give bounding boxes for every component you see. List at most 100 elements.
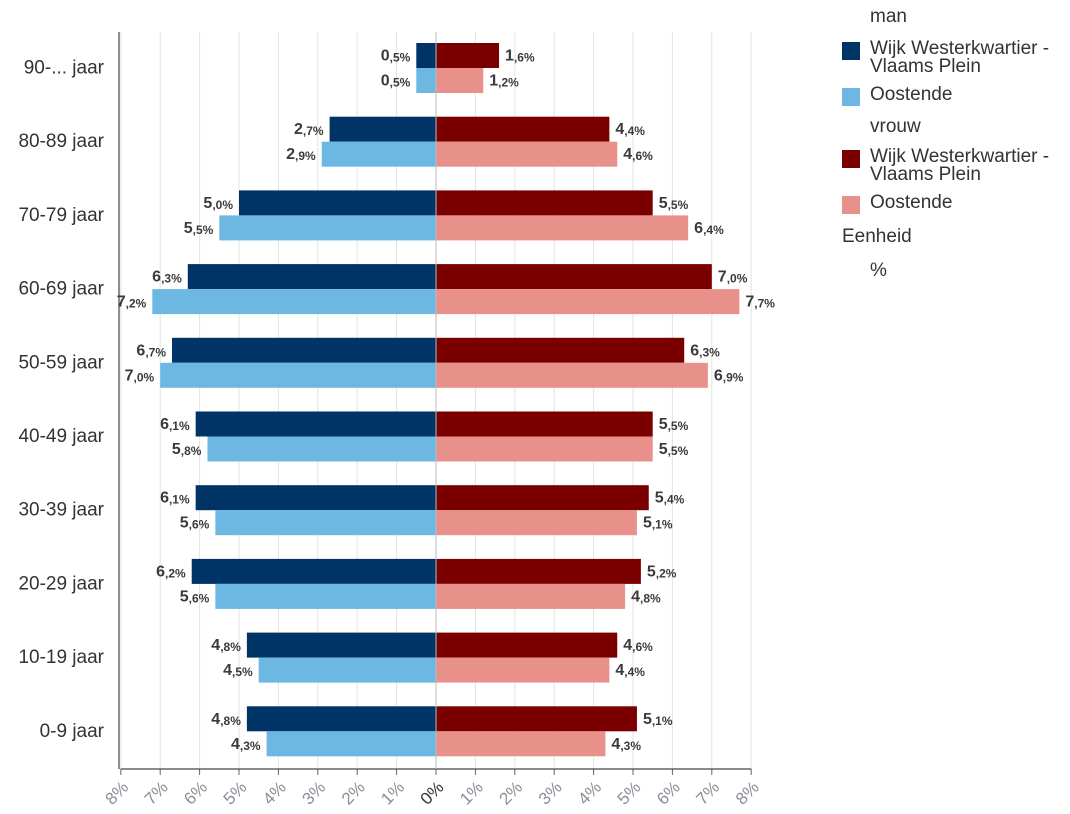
bar-vrouw-wijk[interactable] — [436, 485, 649, 511]
bar-man-wijk[interactable] — [329, 116, 436, 142]
bar-man-oostende[interactable] — [160, 362, 436, 388]
bar-man-oostende[interactable] — [321, 141, 436, 167]
bar-vrouw-wijk[interactable] — [436, 264, 712, 290]
data-label: 1,6% — [505, 47, 535, 65]
bar-man-wijk[interactable] — [195, 411, 436, 437]
bar-vrouw-oostende[interactable] — [436, 141, 618, 167]
bar-vrouw-oostende[interactable] — [436, 68, 484, 93]
legend-swatch-man-wijk — [842, 42, 860, 60]
legend-swatch-man-oostende — [842, 88, 860, 106]
x-tick-label: 5% — [220, 778, 251, 809]
bar-man-wijk[interactable] — [187, 264, 436, 290]
data-label: 1,2% — [489, 72, 519, 90]
data-label: 5,1% — [643, 710, 673, 728]
labels-layer: 90-... jaar 0,5% 0,5% 1,6% 1,2% 80-89 jaar 2,7… — [18, 47, 775, 753]
data-label: 7,0% — [718, 268, 748, 286]
legend-item-man-oostende[interactable]: Oostende — [842, 84, 1067, 106]
data-label: 6,7% — [136, 342, 166, 360]
data-label: 5,2% — [647, 563, 677, 581]
bar-man-wijk[interactable] — [191, 558, 436, 584]
data-label: 2,7% — [294, 121, 324, 139]
data-label: 5,5% — [659, 441, 689, 459]
x-tick-label: 4% — [574, 778, 605, 809]
x-tick-label: 4% — [259, 778, 290, 809]
category-label: 70-79 jaar — [18, 205, 104, 226]
bar-man-wijk[interactable] — [416, 43, 436, 68]
category-label: 60-69 jaar — [18, 279, 104, 300]
bar-vrouw-wijk[interactable] — [436, 558, 641, 584]
x-tick-label: 8% — [102, 778, 133, 809]
data-label: 6,3% — [690, 342, 720, 360]
data-label: 5,0% — [203, 194, 233, 212]
bar-vrouw-oostende[interactable] — [436, 731, 606, 757]
bar-man-wijk[interactable] — [246, 706, 436, 732]
data-label: 5,6% — [180, 588, 210, 606]
population-pyramid-chart: 8% 7% 6% 5% 4% 3% 2% 1% 0% 1% 2% 3% 4% 5% 6% 7% 8% 90-..… — [18, 32, 775, 809]
legend-group-man: man — [870, 6, 907, 27]
bar-man-wijk[interactable] — [246, 632, 436, 658]
bar-vrouw-oostende[interactable] — [436, 657, 610, 683]
legend-item-man-wijk[interactable]: Wijk Westerkwartier - Vlaams Plein — [842, 38, 1067, 77]
legend-label-man-oostende: Oostende — [870, 84, 953, 105]
x-tick-label: 3% — [299, 778, 330, 809]
x-tick-label: 5% — [614, 778, 645, 809]
legend-label-man-wijk: Wijk Westerkwartier - Vlaams Plein — [870, 38, 1050, 77]
bar-vrouw-wijk[interactable] — [436, 337, 685, 363]
data-label: 4,8% — [211, 637, 241, 655]
data-label: 6,1% — [160, 489, 190, 507]
category-label: 20-29 jaar — [18, 573, 104, 594]
bar-man-wijk[interactable] — [195, 485, 436, 511]
bar-man-oostende[interactable] — [266, 731, 436, 757]
data-label: 4,3% — [231, 735, 261, 753]
bar-vrouw-wijk[interactable] — [436, 632, 618, 658]
bar-vrouw-wijk[interactable] — [436, 190, 653, 216]
data-label: 6,3% — [152, 268, 182, 286]
bar-vrouw-wijk[interactable] — [436, 411, 653, 437]
category-label: 80-89 jaar — [18, 131, 104, 152]
bar-man-oostende[interactable] — [258, 657, 436, 683]
data-label: 7,0% — [125, 367, 155, 385]
data-label: 5,8% — [172, 441, 202, 459]
x-tick-label: 0% — [417, 778, 448, 809]
bar-man-wijk[interactable] — [172, 337, 436, 363]
bar-man-oostende[interactable] — [416, 68, 436, 93]
data-label: 4,4% — [615, 121, 645, 139]
data-label: 4,8% — [211, 710, 241, 728]
bar-man-oostende[interactable] — [215, 510, 436, 536]
data-label: 6,4% — [694, 219, 724, 237]
legend-unit-title: Eenheid — [842, 226, 912, 247]
category-label: 10-19 jaar — [18, 647, 104, 668]
bar-man-wijk[interactable] — [239, 190, 436, 216]
bars-layer — [152, 43, 740, 757]
bar-vrouw-oostende[interactable] — [436, 362, 708, 388]
bar-man-oostende[interactable] — [219, 215, 436, 241]
bar-vrouw-wijk[interactable] — [436, 706, 637, 732]
bar-vrouw-oostende[interactable] — [436, 436, 653, 462]
bar-man-oostende[interactable] — [152, 289, 436, 315]
legend: man Wijk Westerkwartier - Vlaams Plein O… — [842, 6, 1067, 282]
x-tick-label: 7% — [693, 778, 724, 809]
category-label: 50-59 jaar — [18, 352, 104, 373]
bar-man-oostende[interactable] — [207, 436, 436, 462]
data-label: 5,5% — [659, 416, 689, 434]
data-label: 0,5% — [381, 72, 411, 90]
bar-vrouw-oostende[interactable] — [436, 510, 637, 536]
x-tick-label: 6% — [180, 778, 211, 809]
bar-vrouw-wijk[interactable] — [436, 116, 610, 142]
bar-man-oostende[interactable] — [215, 583, 436, 609]
bar-vrouw-oostende[interactable] — [436, 215, 689, 241]
data-label: 6,9% — [714, 367, 744, 385]
x-tick-label: 8% — [732, 778, 763, 809]
legend-item-vrouw-wijk[interactable]: Wijk Westerkwartier - Vlaams Plein — [842, 147, 1067, 184]
x-tick-label: 3% — [535, 778, 566, 809]
category-label: 30-39 jaar — [18, 500, 104, 521]
bar-vrouw-wijk[interactable] — [436, 43, 500, 68]
legend-item-vrouw-oostende[interactable]: Oostende — [842, 193, 1067, 214]
bar-vrouw-oostende[interactable] — [436, 289, 740, 315]
data-label: 2,9% — [286, 146, 316, 164]
data-label: 5,5% — [184, 219, 214, 237]
data-label: 4,6% — [623, 146, 653, 164]
data-label: 4,8% — [631, 588, 661, 606]
data-label: 6,2% — [156, 563, 186, 581]
bar-vrouw-oostende[interactable] — [436, 583, 626, 609]
